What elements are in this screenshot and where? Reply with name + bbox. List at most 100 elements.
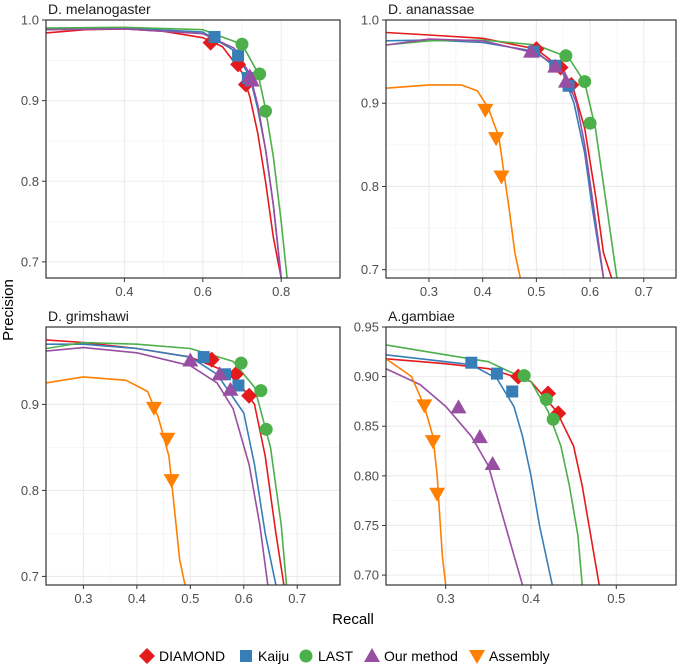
panel-title: A.gambiae [388,308,455,324]
marker-last [259,104,273,118]
y-tick-label: 1.0 [21,13,39,28]
panel-a-gambiae: 0.3 0.4 0.5 0.70 0.75 0.80 0.85 0.90 0.95 A.gambi… [354,308,677,606]
x-tick-label: 0.3 [420,284,438,299]
x-tick-label: 0.4 [522,591,540,606]
x-tick-label: 0.7 [635,284,653,299]
x-tick-label: 0.5 [527,284,545,299]
legend-key-our-method [364,648,380,662]
marker-assembly [493,170,510,185]
legend-item-diamond: DIAMOND [139,648,225,664]
grid [46,327,340,585]
marker-assembly [429,487,446,502]
x-tick-label: 0.7 [288,591,306,606]
marker-assembly [488,132,505,147]
legend-key-last [299,649,313,663]
y-tick-label: 0.90 [354,369,379,384]
marker-assembly [477,103,494,118]
marker-kaiju [232,379,245,392]
plot-background [46,327,340,585]
y-tick-label: 0.80 [354,468,379,483]
marker-kaiju [208,30,221,43]
x-tick-label: 0.3 [437,591,455,606]
x-axis-title: Recall [332,611,374,628]
x-tick-label: 0.6 [581,284,599,299]
marker-last [253,67,267,81]
legend-label: Kaiju [258,648,289,664]
x-tick-label: 0.4 [128,591,146,606]
marker-last [234,356,248,370]
marker-our-method [211,366,228,381]
x-tick-label: 0.4 [115,284,133,299]
legend-item-our-method: Our method [364,648,458,664]
legend-item-kaiju: Kaiju [240,648,289,664]
series-line-last [46,341,288,585]
panel-title: D. ananassae [388,1,475,17]
legend-item-last: LAST [299,648,353,664]
y-tick-label: 0.9 [361,96,379,111]
panel-title: D. grimshawi [48,308,129,324]
marker-our-method [523,43,539,58]
x-tick-label: 0.6 [235,591,253,606]
panel-d-grimshawi: 0.3 0.4 0.5 0.6 0.7 0.7 0.8 0.9 D. grimshawi [21,308,341,606]
legend-label: Our method [384,648,458,664]
y-tick-label: 1.0 [361,13,379,28]
marker-last [583,116,597,130]
panel-border [45,19,341,279]
plot-area [46,26,288,278]
y-tick-label: 0.9 [21,397,39,412]
marker-our-method [243,72,260,87]
marker-kaiju [465,356,478,369]
marker-kaiju [197,351,210,364]
series-line-kaiju [386,354,554,585]
plot-background [46,20,340,278]
y-tick-label: 0.70 [354,568,379,583]
y-tick-label: 0.7 [21,569,39,584]
panel-border [45,326,341,586]
series-line-assembly [386,84,522,278]
legend-label: DIAMOND [159,648,225,664]
panel-border [385,19,677,279]
marker-kaiju [506,385,519,398]
marker-last [259,422,273,436]
series-line-last [386,344,583,585]
y-tick-label: 0.8 [361,179,379,194]
legend-key-kaiju [240,650,252,662]
y-tick-label: 0.8 [21,483,39,498]
marker-diamond [227,366,244,383]
plot-area [386,31,618,278]
marker-our-method [222,381,239,396]
marker-last [517,369,531,383]
y-tick-label: 0.9 [21,93,39,108]
marker-our-method [547,58,564,73]
x-tick-label: 0.8 [272,284,290,299]
legend-label: LAST [318,648,353,664]
marker-assembly [145,401,162,416]
marker-last [559,49,573,63]
series-line-assembly [46,376,186,585]
y-tick-label: 0.95 [354,320,379,335]
x-tick-label: 0.3 [74,591,92,606]
marker-our-method [182,352,199,367]
y-tick-label: 0.8 [21,174,39,189]
panel-title: D. melanogaster [48,1,151,17]
panel-d-melanogaster: 0.4 0.6 0.8 0.7 0.8 0.9 1.0 D. melanogaster [21,1,341,299]
marker-last [235,37,249,51]
legend-key-diamond [139,648,155,664]
y-tick-label: 0.7 [21,254,39,269]
marker-our-method [484,455,501,470]
x-tick-label: 0.5 [607,591,625,606]
x-tick-label: 0.6 [194,284,212,299]
y-tick-label: 0.75 [354,518,379,533]
marker-last [254,384,268,398]
marker-last [539,392,553,406]
marker-assembly [159,432,176,447]
x-tick-label: 0.4 [474,284,492,299]
legend-key-assembly [469,650,485,664]
y-tick-label: 0.7 [361,262,379,277]
series-line-our-method [46,346,269,585]
marker-diamond [241,387,258,404]
y-tick-label: 0.85 [354,419,379,434]
plot-area [386,344,600,585]
marker-kaiju [232,49,245,62]
